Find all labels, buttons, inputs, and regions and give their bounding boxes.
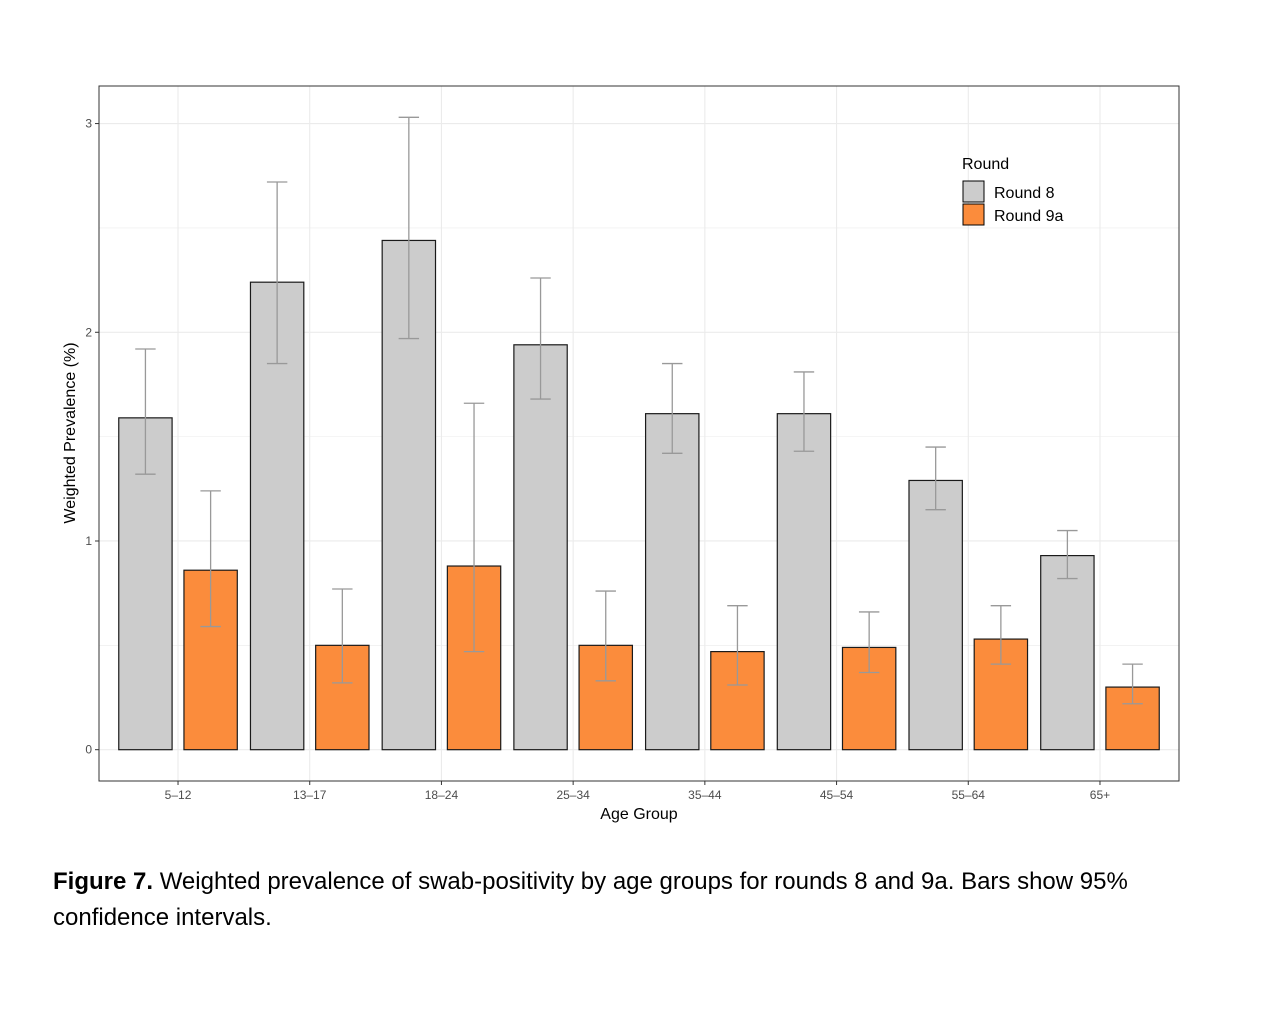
error-bar	[990, 605, 1012, 665]
x-tick-label: 18–24	[425, 788, 459, 802]
error-bars	[135, 116, 1143, 705]
y-tick-label: 2	[85, 325, 92, 339]
bar-chart: 0 1 2 3 5–12 13–17 18–24 25–34 35–44 45–54 55–64 6…	[62, 85, 1180, 823]
x-tick-label: 45–54	[820, 788, 854, 802]
y-tick-label: 3	[85, 117, 92, 131]
legend-title: Round	[962, 156, 1009, 173]
legend-label-round-8: Round 8	[994, 185, 1055, 202]
bar-round-8	[513, 344, 568, 751]
x-tick-label: 55–64	[952, 788, 986, 802]
legend: Round Round 8 Round 9a	[962, 156, 1063, 226]
error-bar	[200, 490, 221, 628]
bar-round-8	[1040, 554, 1095, 751]
figure-caption: Figure 7. Weighted prevalence of swab-po…	[53, 864, 1213, 936]
legend-label-round-9a: Round 9a	[994, 208, 1063, 225]
error-bar	[595, 590, 616, 682]
legend-swatch-round-8	[962, 180, 985, 203]
error-bar	[266, 181, 288, 365]
y-axis: 0 1 2 3	[85, 117, 99, 757]
error-bar	[793, 371, 815, 452]
y-tick-label: 0	[85, 743, 92, 757]
error-bar	[398, 116, 420, 340]
y-axis-title: Weighted Prevalence (%)	[62, 342, 79, 523]
bar-round-8	[908, 479, 963, 751]
x-tick-label: 13–17	[293, 788, 327, 802]
error-bar	[1057, 529, 1078, 580]
error-bar	[135, 348, 156, 475]
error-bar	[727, 605, 748, 686]
caption-text: Weighted prevalence of swab-positivity b…	[53, 868, 1128, 931]
error-bar	[662, 362, 683, 454]
x-axis: 5–12 13–17 18–24 25–34 35–44 45–54 55–64 65+	[165, 781, 1110, 802]
y-tick-label: 1	[85, 534, 92, 548]
bar-round-8	[644, 413, 700, 751]
x-tick-label: 35–44	[688, 788, 722, 802]
x-tick-label: 65+	[1090, 788, 1110, 802]
error-bar	[1122, 663, 1143, 705]
legend-swatch-round-9a	[962, 203, 985, 226]
error-bar	[858, 611, 880, 674]
bar-round-8	[776, 413, 832, 751]
bars	[118, 239, 1160, 751]
caption-label: Figure 7.	[53, 868, 154, 895]
error-bar	[530, 277, 551, 400]
error-bar	[925, 446, 946, 511]
error-bar	[332, 588, 353, 684]
error-bar	[463, 402, 485, 653]
x-axis-title: Age Group	[600, 806, 677, 823]
x-tick-label: 5–12	[165, 788, 192, 802]
plot-panel-border	[98, 85, 1180, 782]
x-tick-label: 25–34	[556, 788, 590, 802]
